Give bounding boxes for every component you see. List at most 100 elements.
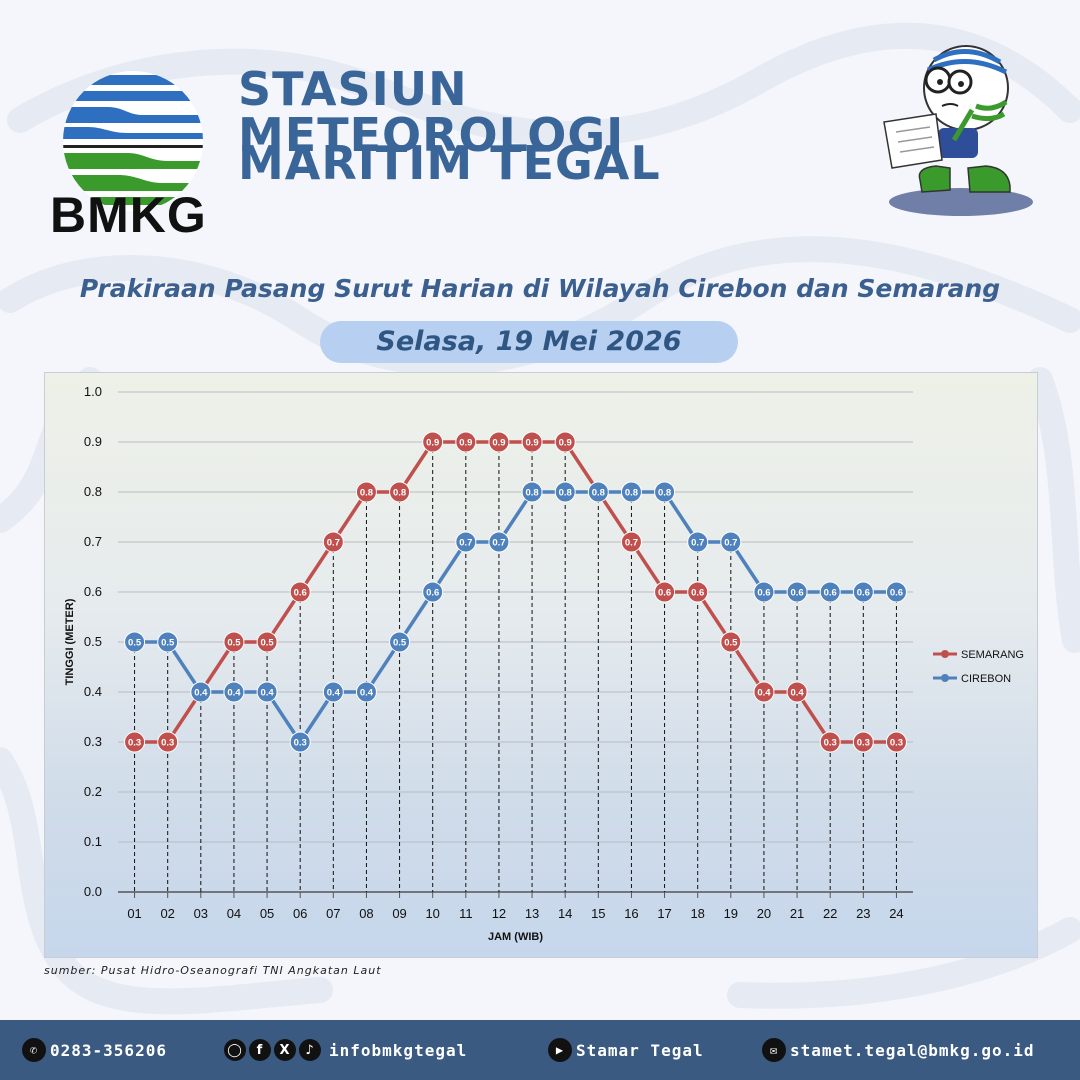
x-tick-label: 23 (856, 906, 870, 921)
data-label-cirebon: 0.7 (492, 538, 505, 549)
data-label-semarang: 0.8 (393, 488, 406, 499)
point-semarang (455, 431, 477, 453)
footer-email[interactable]: ✉ stamet.tegal@bmkg.go.id (762, 1020, 1035, 1080)
y-tick-label: 0.1 (84, 834, 102, 849)
data-label-cirebon: 0.6 (890, 588, 903, 599)
point-semarang (819, 731, 841, 753)
data-label-cirebon: 0.5 (393, 638, 407, 649)
x-tick-label: 16 (624, 906, 638, 921)
data-label-cirebon: 0.3 (294, 738, 307, 749)
x-tick-label: 17 (657, 906, 671, 921)
y-tick-label: 0.8 (84, 484, 102, 499)
x-tick-label: 15 (591, 906, 605, 921)
point-cirebon (885, 581, 907, 603)
point-cirebon (157, 631, 179, 653)
point-semarang (124, 731, 146, 753)
point-cirebon (455, 531, 477, 553)
point-cirebon (289, 731, 311, 753)
x-tick-label: 03 (194, 906, 208, 921)
mascot-illustration (883, 45, 1033, 216)
data-label-cirebon: 0.8 (525, 488, 538, 499)
point-cirebon (322, 681, 344, 703)
x-tick-label: 02 (160, 906, 174, 921)
data-label-semarang: 0.6 (691, 588, 704, 599)
tiktok-icon[interactable]: ♪ (299, 1039, 321, 1061)
x-tick-label: 08 (359, 906, 373, 921)
email-address: stamet.tegal@bmkg.go.id (790, 1040, 1035, 1060)
data-label-cirebon: 0.6 (757, 588, 770, 599)
data-label-semarang: 0.9 (459, 438, 472, 449)
data-label-semarang: 0.9 (525, 438, 538, 449)
data-label-semarang: 0.3 (890, 738, 903, 749)
point-cirebon (687, 531, 709, 553)
point-semarang (521, 431, 543, 453)
x-tick-label: 11 (459, 906, 473, 921)
x-tick-label: 18 (690, 906, 704, 921)
data-label-cirebon: 0.8 (658, 488, 671, 499)
x-tick-label: 01 (127, 906, 141, 921)
point-cirebon (587, 481, 609, 503)
facebook-icon[interactable]: f (249, 1039, 271, 1061)
x-tick-label: 06 (293, 906, 307, 921)
legend-label-cirebon: CIREBON (961, 673, 1011, 685)
footer-social[interactable]: ◯ f X ♪ infobmkgtegal (224, 1020, 467, 1080)
y-tick-label: 0.9 (84, 434, 102, 449)
x-tick-label: 04 (227, 906, 241, 921)
data-label-semarang: 0.7 (625, 538, 638, 549)
point-cirebon (355, 681, 377, 703)
contact-footer: ✆ 0283-356206 ◯ f X ♪ infobmkgtegal ▶ St… (0, 1020, 1080, 1080)
x-tick-label: 21 (790, 906, 804, 921)
y-tick-label: 1.0 (84, 384, 102, 399)
footer-phone[interactable]: ✆ 0283-356206 (22, 1020, 167, 1080)
point-semarang (355, 481, 377, 503)
x-tick-label: 24 (889, 906, 903, 921)
footer-youtube[interactable]: ▶ Stamar Tegal (548, 1020, 704, 1080)
x-tick-label: 19 (724, 906, 738, 921)
data-label-semarang: 0.6 (658, 588, 671, 599)
point-cirebon (124, 631, 146, 653)
data-label-semarang: 0.9 (426, 438, 439, 449)
point-cirebon (786, 581, 808, 603)
mail-icon: ✉ (762, 1038, 786, 1062)
x-axis-title: JAM (WIB) (488, 931, 543, 943)
point-semarang (223, 631, 245, 653)
bmkg-logo (63, 71, 203, 211)
x-tick-label: 12 (492, 906, 506, 921)
point-cirebon (488, 531, 510, 553)
data-label-semarang: 0.3 (161, 738, 174, 749)
point-semarang (885, 731, 907, 753)
phone-icon: ✆ (22, 1038, 46, 1062)
point-semarang (687, 581, 709, 603)
data-label-semarang: 0.3 (857, 738, 870, 749)
youtube-channel: Stamar Tegal (576, 1040, 704, 1060)
data-label-cirebon: 0.5 (128, 638, 142, 649)
tide-chart-panel: 0.0 0.1 0.2 0.3 0.4 0.5 0.6 0.7 0.8 0.9 1.0 01 02 03 0… (44, 372, 1038, 958)
point-cirebon (620, 481, 642, 503)
x-tick-label: 22 (823, 906, 837, 921)
point-semarang (322, 531, 344, 553)
point-semarang (289, 581, 311, 603)
point-semarang (422, 431, 444, 453)
legend-label-semarang: SEMARANG (961, 649, 1024, 661)
point-cirebon (389, 631, 411, 653)
point-semarang (654, 581, 676, 603)
x-icon[interactable]: X (274, 1039, 296, 1061)
data-label-cirebon: 0.7 (691, 538, 704, 549)
data-label-cirebon: 0.6 (790, 588, 803, 599)
data-label-cirebon: 0.4 (227, 688, 241, 699)
point-semarang (157, 731, 179, 753)
instagram-icon[interactable]: ◯ (224, 1039, 246, 1061)
data-label-semarang: 0.5 (724, 638, 738, 649)
point-cirebon (554, 481, 576, 503)
point-cirebon (654, 481, 676, 503)
x-tick-label: 13 (525, 906, 539, 921)
data-label-semarang: 0.9 (492, 438, 505, 449)
station-title-line1: STASIUN METEOROLOGI (238, 62, 625, 162)
y-tick-label: 0.4 (84, 684, 102, 699)
social-handle: infobmkgtegal (329, 1040, 468, 1060)
data-label-semarang: 0.8 (360, 488, 373, 499)
data-label-cirebon: 0.4 (360, 688, 374, 699)
point-cirebon (223, 681, 245, 703)
background-pattern (0, 22, 1080, 1015)
data-label-cirebon: 0.5 (161, 638, 175, 649)
